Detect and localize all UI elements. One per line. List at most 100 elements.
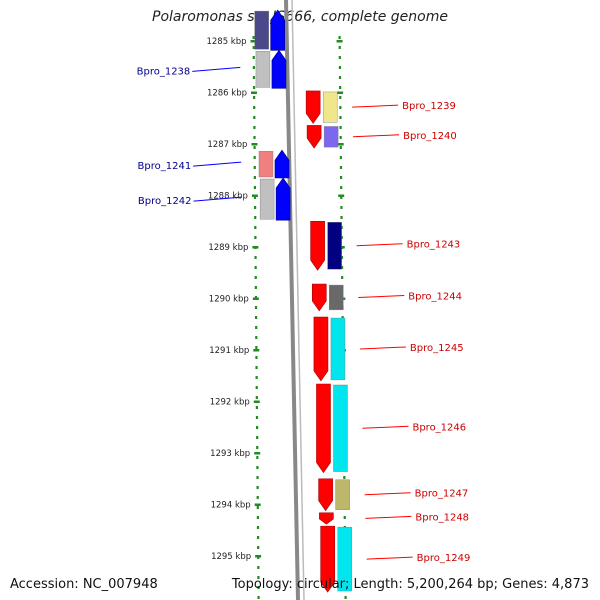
- ruler-dot: [253, 176, 256, 179]
- ruler-dot: [338, 36, 341, 39]
- ruler-dot: [339, 156, 342, 159]
- tick-label: 1285 kbp: [206, 37, 246, 47]
- ruler-dot: [256, 436, 259, 439]
- ruler-dot: [257, 586, 260, 589]
- ruler-dot: [340, 206, 343, 209]
- labels-group: Bpro_1238 Bpro_1239 Bpro_1240 Bpro_1241 Bpro…: [137, 66, 471, 564]
- ruler-dot: [338, 46, 341, 49]
- ruler-dot: [255, 416, 259, 419]
- label-leader: [352, 104, 399, 108]
- genes-group: [254, 9, 352, 593]
- ruler-dot: [339, 86, 342, 89]
- gene-arrow-Bpro_1244: [311, 283, 327, 312]
- gene-label-Bpro_1241: Bpro_1241: [138, 161, 192, 172]
- ruler-dot: [253, 156, 256, 159]
- ruler-dot: [257, 546, 260, 549]
- cog-box-Bpro_1240: [323, 126, 339, 148]
- ruler-dot: [340, 266, 344, 269]
- gene-arrow-Bpro_1245: [313, 316, 329, 382]
- ruler-tick: [255, 555, 262, 558]
- tick-label: 1288 kbp: [208, 192, 248, 202]
- cog-box-Bpro_1243: [327, 222, 342, 270]
- gene-arrow-Bpro_1240: [306, 125, 322, 149]
- gene-label-Bpro_1244: Bpro_1244: [408, 291, 462, 302]
- ruler-dot: [256, 506, 259, 509]
- ruler-dot: [253, 116, 256, 119]
- ruler-dot: [343, 516, 346, 519]
- cog-box-Bpro_1237: [254, 10, 269, 50]
- ruler-tick: [254, 503, 261, 506]
- ruler-tick: [251, 194, 258, 197]
- map-title: Polaromonas sp. JS666, complete genome: [152, 9, 448, 25]
- label-leader: [362, 425, 409, 429]
- ruler-dot: [254, 206, 257, 209]
- ruler-dot: [253, 166, 256, 169]
- ruler-dot: [254, 236, 257, 239]
- ruler-dot: [254, 286, 257, 289]
- ruler-dot: [256, 466, 259, 469]
- label-leader: [364, 492, 411, 496]
- ruler-dot: [339, 126, 342, 129]
- cog-box-Bpro_1246: [333, 384, 348, 472]
- tick-label: 1287 kbp: [207, 140, 247, 150]
- ruler-tick: [338, 194, 345, 197]
- ruler-dot: [256, 536, 260, 539]
- gene-arrow-Bpro_1246: [316, 383, 331, 474]
- gene-label-Bpro_1247: Bpro_1247: [415, 489, 469, 500]
- backbone-inner-line: [291, 0, 305, 600]
- ruler-tick: [250, 40, 257, 43]
- ruler-dot: [253, 196, 257, 199]
- label-leader: [365, 515, 412, 519]
- gene-label-Bpro_1242: Bpro_1242: [138, 196, 192, 207]
- ruler-tick: [253, 400, 260, 403]
- backbone-group: [284, 0, 305, 600]
- gene-arrow-Bpro_1242: [275, 177, 291, 221]
- ruler-tick: [252, 297, 259, 300]
- ruler-dot: [252, 66, 255, 69]
- ruler-dot: [252, 76, 256, 79]
- gene-arrow-Bpro_1243: [310, 220, 325, 271]
- ruler-dot: [252, 56, 255, 59]
- cog-box-Bpro_1249: [337, 526, 352, 592]
- label-leader: [193, 161, 242, 167]
- backbone-line: [284, 0, 300, 600]
- ruler-tick: [252, 246, 259, 249]
- ruler-dot: [255, 316, 258, 319]
- tick-label: 1295 kbp: [211, 552, 251, 562]
- ruler-dot: [253, 126, 256, 129]
- ruler-dot: [339, 146, 342, 149]
- ruler-dot: [340, 196, 343, 199]
- ruler-dot: [255, 326, 258, 329]
- ruler-dot: [341, 276, 344, 279]
- ruler-dot: [252, 46, 255, 49]
- ruler-dot: [338, 76, 342, 79]
- ruler-dot: [257, 566, 260, 569]
- ruler-dot: [341, 316, 344, 319]
- label-leader: [356, 243, 403, 247]
- label-leader: [359, 346, 406, 350]
- ruler-dot: [338, 56, 341, 59]
- ruler-dot: [253, 186, 257, 189]
- genome-summary-text: Topology: circular; Length: 5,200,264 bp…: [231, 577, 589, 592]
- gene-arrow-Bpro_1248: [319, 512, 334, 525]
- ruler-tick: [251, 143, 258, 146]
- gene-arrow-Bpro_1237: [270, 9, 285, 51]
- gene-label-Bpro_1240: Bpro_1240: [403, 131, 457, 142]
- label-leader: [366, 556, 413, 560]
- ruler-tick: [253, 349, 260, 352]
- ruler-dot: [256, 516, 259, 519]
- ruler-dot: [255, 396, 258, 399]
- cog-box-Bpro_1239: [322, 91, 338, 123]
- ruler-dot: [254, 276, 257, 279]
- ruler-dot: [339, 106, 342, 109]
- ruler-dot: [256, 446, 259, 449]
- gene-label-Bpro_1238: Bpro_1238: [137, 66, 191, 77]
- ruler-tick: [337, 143, 344, 146]
- ruler-dot: [256, 476, 259, 479]
- ruler-dot: [256, 486, 259, 489]
- ruler-tick: [336, 40, 343, 43]
- ruler-dot: [255, 346, 258, 349]
- gene-arrow-Bpro_1238: [271, 49, 287, 89]
- gene-label-Bpro_1248: Bpro_1248: [415, 512, 469, 523]
